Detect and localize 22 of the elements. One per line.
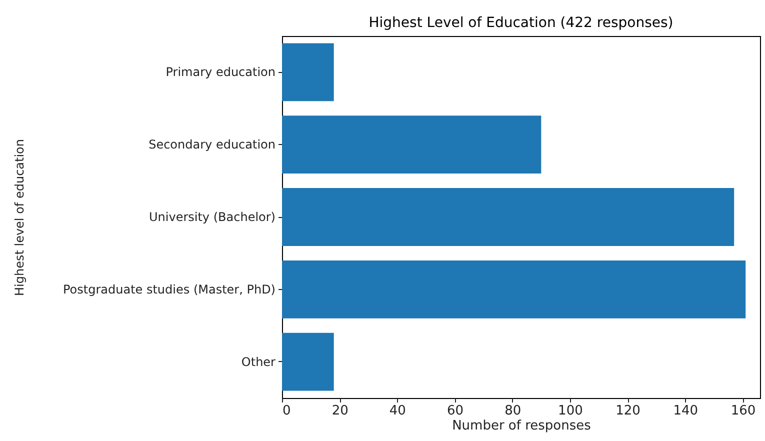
y-tick-label: Other: [241, 354, 276, 369]
x-tick-label: 140: [673, 404, 698, 418]
x-tick-label: 0: [282, 404, 291, 418]
bar: [282, 332, 334, 391]
y-tick-label: Secondary education: [148, 138, 276, 152]
x-tick-label: 120: [616, 404, 640, 418]
x-tick-label: 160: [730, 404, 756, 418]
y-axis-title: Highest level of education: [12, 138, 26, 296]
x-tick-label: 20: [332, 404, 348, 418]
x-tick-label: 60: [447, 404, 464, 418]
y-tick-label: Postgraduate studies (Master, PhD): [62, 282, 276, 296]
x-tick-label: 40: [389, 404, 406, 418]
chart-title: Highest Level of Education (422 responses): [368, 15, 674, 31]
bar: [282, 43, 334, 102]
x-axis-title: Number of responses: [452, 418, 592, 434]
y-tick-label: Primary education: [166, 65, 276, 80]
bar: [282, 188, 734, 246]
x-tick-label: 80: [504, 404, 522, 418]
bar: [282, 260, 746, 318]
bar: [282, 116, 542, 174]
y-tick-label: University (Bachelor): [149, 210, 276, 224]
x-tick-label: 100: [558, 404, 583, 418]
